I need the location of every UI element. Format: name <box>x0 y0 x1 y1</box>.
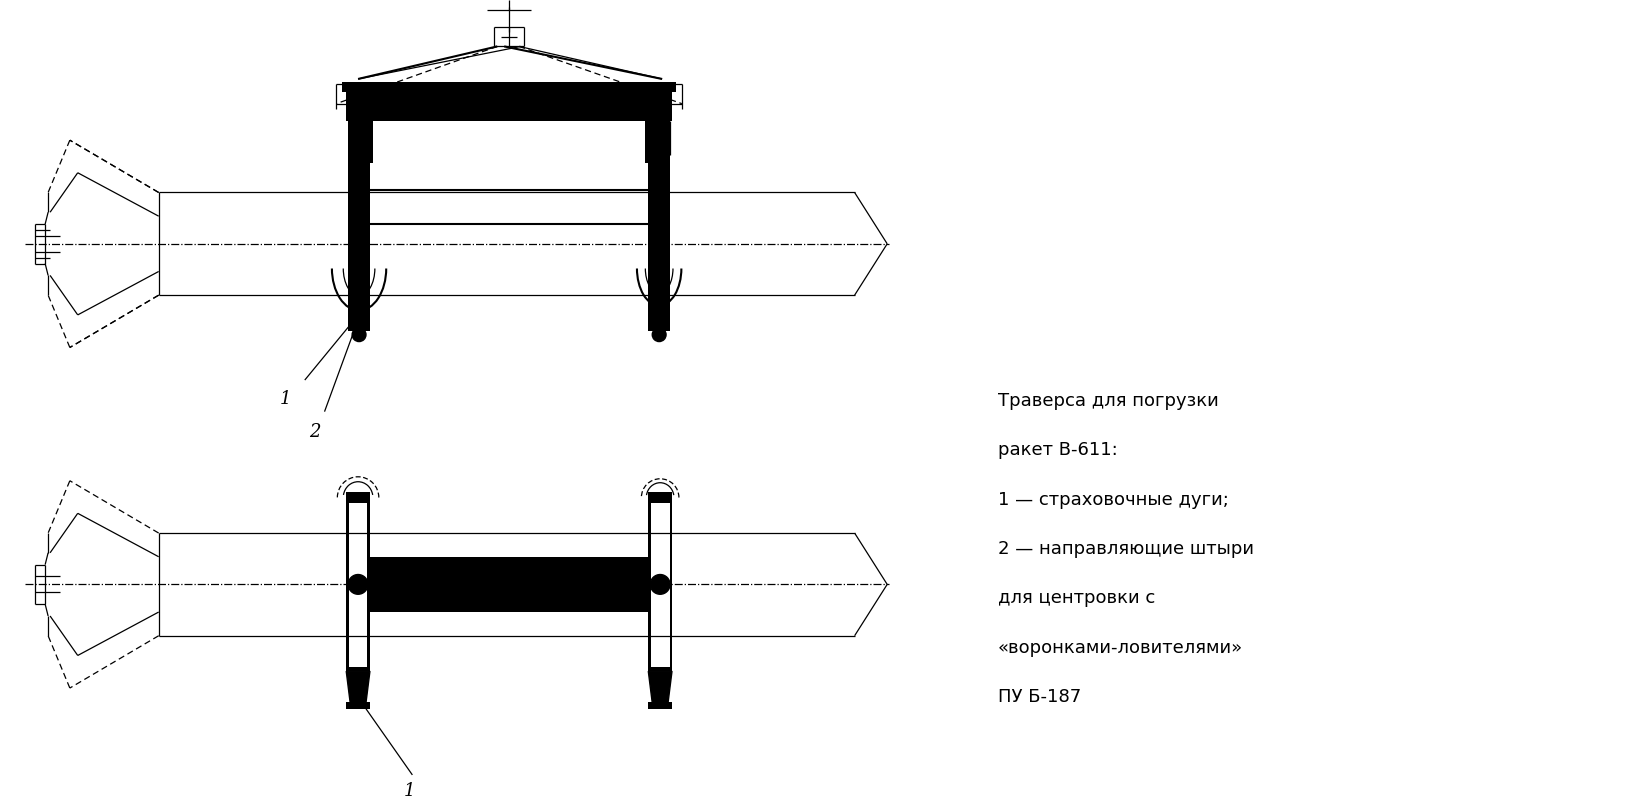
Bar <box>347 84 672 121</box>
Bar <box>649 492 672 504</box>
Text: 2 — направляющие штыри: 2 — направляющие штыри <box>997 540 1253 558</box>
Text: «воронками-ловителями»: «воронками-ловителями» <box>997 638 1243 657</box>
Text: 2: 2 <box>309 423 320 441</box>
Text: 1: 1 <box>279 390 291 408</box>
Polygon shape <box>649 671 672 703</box>
Bar <box>347 497 370 671</box>
Bar <box>649 155 670 330</box>
Circle shape <box>352 328 367 342</box>
Bar <box>370 163 649 330</box>
Bar <box>347 702 370 709</box>
Bar <box>646 121 670 163</box>
Bar <box>650 501 670 667</box>
Bar <box>347 557 672 612</box>
Bar <box>347 492 370 504</box>
Bar <box>348 84 370 330</box>
Text: ракет В-611:: ракет В-611: <box>997 441 1118 460</box>
Bar <box>348 121 373 163</box>
Text: 1 — страховочные дуги;: 1 — страховочные дуги; <box>997 491 1228 508</box>
Bar <box>654 319 664 330</box>
Polygon shape <box>347 671 370 703</box>
Bar <box>353 319 363 330</box>
Circle shape <box>650 574 670 594</box>
Bar <box>342 82 675 91</box>
Bar <box>494 26 523 47</box>
Bar <box>649 497 672 671</box>
Bar <box>348 501 368 667</box>
Bar <box>649 702 672 709</box>
Circle shape <box>348 574 368 594</box>
Text: ПУ Б-187: ПУ Б-187 <box>997 688 1081 706</box>
Circle shape <box>652 328 665 342</box>
Text: Траверса для погрузки: Траверса для погрузки <box>997 392 1218 410</box>
Circle shape <box>650 223 669 241</box>
Text: 1: 1 <box>403 782 414 800</box>
Circle shape <box>350 222 368 242</box>
Text: для центровки с: для центровки с <box>997 589 1156 607</box>
